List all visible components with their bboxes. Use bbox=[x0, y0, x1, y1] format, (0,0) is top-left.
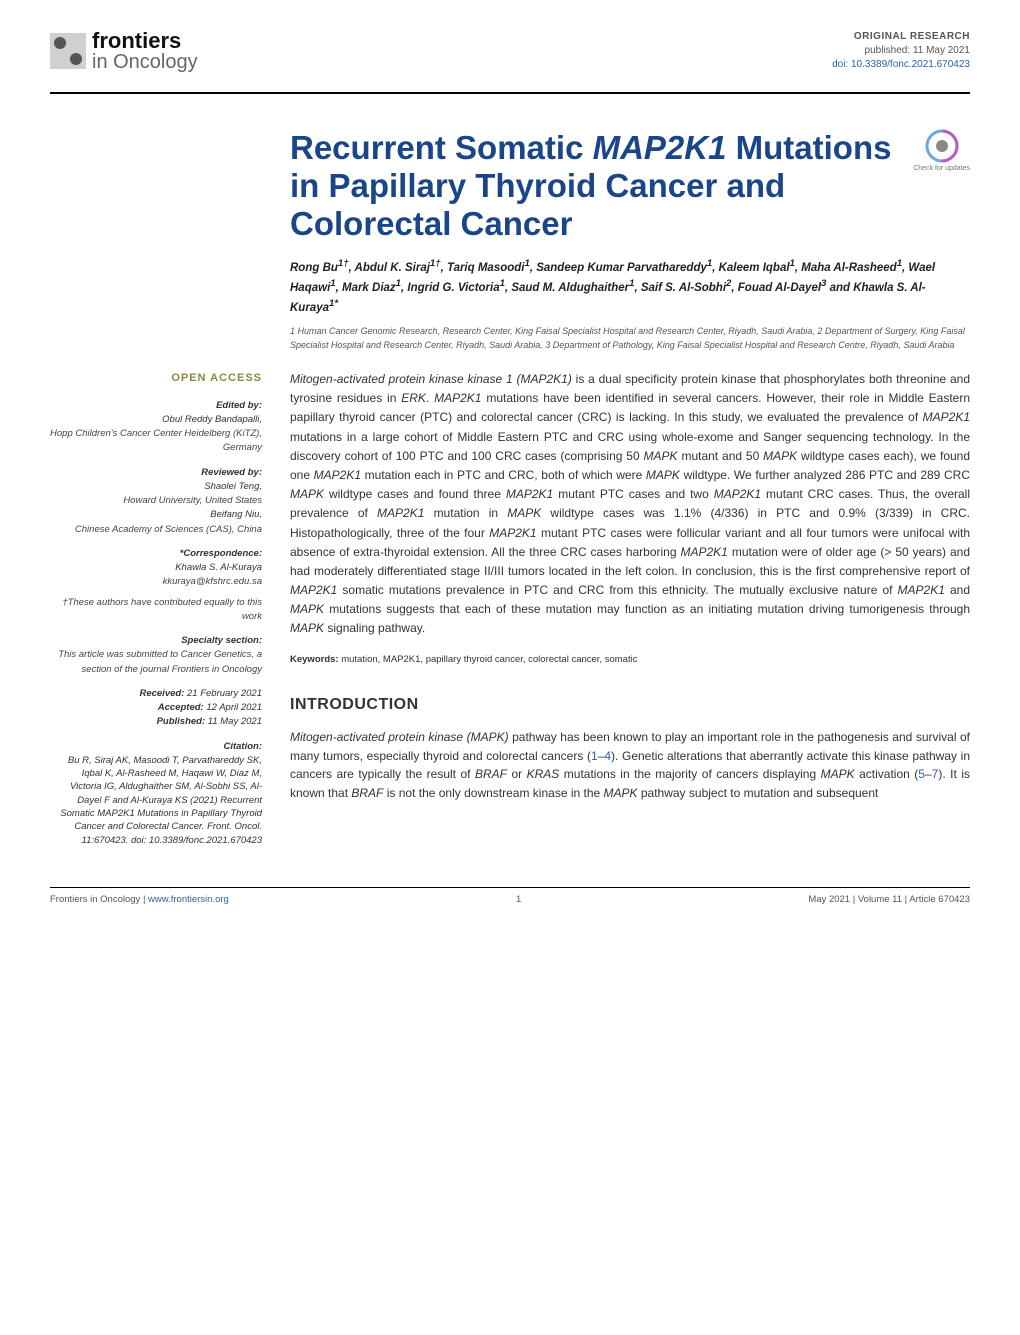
keywords: Keywords: mutation, MAP2K1, papillary th… bbox=[290, 653, 970, 668]
check-updates-badge[interactable]: Check for updates bbox=[913, 129, 970, 172]
accepted-label: Accepted: bbox=[158, 702, 204, 713]
journal-logo: frontiers in Oncology bbox=[50, 30, 198, 72]
affiliations: 1 Human Cancer Genomic Research, Researc… bbox=[290, 325, 970, 352]
reviewer-2-affiliation: Chinese Academy of Sciences (CAS), China bbox=[50, 523, 262, 537]
received-date: 21 February 2021 bbox=[187, 688, 262, 699]
corresponding-author: Khawla S. Al-Kuraya bbox=[50, 561, 262, 575]
logo-icon bbox=[50, 33, 86, 69]
editor-name: Obul Reddy Bandapalli, bbox=[50, 413, 262, 427]
reviewed-by-label: Reviewed by: bbox=[50, 466, 262, 480]
logo-journal: in Oncology bbox=[92, 52, 198, 72]
logo-brand: frontiers bbox=[92, 30, 198, 52]
reviewer-1-affiliation: Howard University, United States bbox=[50, 494, 262, 508]
main-column: Mitogen-activated protein kinase kinase … bbox=[290, 370, 970, 847]
received-label: Received: bbox=[139, 688, 184, 699]
footer-page-number: 1 bbox=[516, 894, 521, 905]
article-title: Recurrent Somatic MAP2K1 Mutations in Pa… bbox=[290, 129, 970, 243]
footer-url[interactable]: www.frontiersin.org bbox=[148, 894, 229, 905]
footer-right: May 2021 | Volume 11 | Article 670423 bbox=[808, 894, 970, 905]
footer-left: Frontiers in Oncology | www.frontiersin.… bbox=[50, 894, 229, 905]
article-type: ORIGINAL RESEARCH bbox=[832, 30, 970, 44]
correspondence-label: *Correspondence: bbox=[50, 547, 262, 561]
header-meta: ORIGINAL RESEARCH published: 11 May 2021… bbox=[832, 30, 970, 72]
editor-affiliation: Hopp Children's Cancer Center Heidelberg… bbox=[50, 427, 262, 456]
keywords-label: Keywords: bbox=[290, 654, 339, 665]
corresponding-email[interactable]: kkuraya@kfshrc.edu.sa bbox=[50, 575, 262, 589]
introduction-heading: INTRODUCTION bbox=[290, 693, 970, 718]
page-footer: Frontiers in Oncology | www.frontiersin.… bbox=[50, 887, 970, 905]
citation-text: Bu R, Siraj AK, Masoodi T, Parvathareddy… bbox=[50, 754, 262, 847]
published-label: Published: bbox=[157, 716, 206, 727]
accepted-date: 12 April 2021 bbox=[206, 702, 262, 713]
abstract: Mitogen-activated protein kinase kinase … bbox=[290, 370, 970, 639]
footer-journal[interactable]: Frontiers in Oncology bbox=[50, 894, 140, 905]
specialty-label: Specialty section: bbox=[50, 634, 262, 648]
doi-line[interactable]: doi: 10.3389/fonc.2021.670423 bbox=[832, 58, 970, 72]
keywords-text: mutation, MAP2K1, papillary thyroid canc… bbox=[341, 654, 637, 665]
header-rule bbox=[50, 92, 970, 94]
author-list: Rong Bu1†, Abdul K. Siraj1†, Tariq Masoo… bbox=[290, 257, 970, 317]
equal-contribution-note: †These authors have contributed equally … bbox=[50, 596, 262, 625]
edited-by-label: Edited by: bbox=[50, 399, 262, 413]
introduction-body: Mitogen-activated protein kinase (MAPK) … bbox=[290, 728, 970, 802]
open-access-badge: OPEN ACCESS bbox=[50, 370, 262, 387]
published-line: published: 11 May 2021 bbox=[832, 44, 970, 58]
reviewer-1-name: Shaolei Teng, bbox=[50, 480, 262, 494]
specialty-text: This article was submitted to Cancer Gen… bbox=[50, 648, 262, 677]
check-updates-label: Check for updates bbox=[913, 165, 970, 172]
sidebar: OPEN ACCESS Edited by: Obul Reddy Bandap… bbox=[50, 370, 262, 847]
reviewer-2-name: Beifang Niu, bbox=[50, 508, 262, 522]
published-date: 11 May 2021 bbox=[208, 716, 262, 727]
citation-label: Citation: bbox=[50, 740, 262, 754]
